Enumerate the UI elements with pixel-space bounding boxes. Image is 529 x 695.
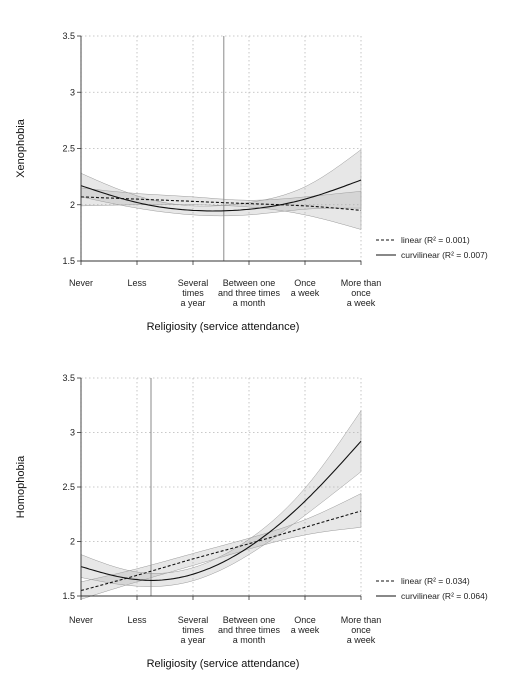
x-tick-label: Less — [127, 278, 147, 288]
x-tick-label-line: a year — [180, 635, 205, 645]
x-tick-label-line: a month — [233, 298, 266, 308]
chart-panel-2: 1.5 2 2.5 3 3.5 Never Less Several times a year Be… — [15, 373, 488, 670]
x-tick-label-line: a week — [347, 298, 376, 308]
y-tick-label: 3.5 — [62, 31, 75, 41]
x-tick-label-line: Never — [69, 615, 93, 625]
x-tick-label: Several times a year — [178, 615, 209, 645]
legend-label: curvilinear (R² = 0.007) — [401, 250, 488, 260]
y-tick-label: 2.5 — [62, 144, 75, 154]
x-tick-label: Between one and three times a month — [218, 615, 281, 645]
x-tick-label-line: Less — [127, 278, 147, 288]
x-tick-label: Once a week — [291, 278, 320, 298]
x-tick-label-line: Between one — [223, 278, 276, 288]
x-tick-label-line: Several — [178, 278, 209, 288]
legend-label: linear (R² = 0.001) — [401, 235, 470, 245]
x-tick-label-line: a month — [233, 635, 266, 645]
x-tick-label: More than once a week — [341, 615, 382, 645]
x-tick-label-line: a week — [291, 288, 320, 298]
x-tick-label-line: and three times — [218, 625, 281, 635]
x-tick-label-line: a year — [180, 298, 205, 308]
x-tick-label-line: Less — [127, 615, 147, 625]
x-tick-label: More than once a week — [341, 278, 382, 308]
confidence-band-curvilinear — [80, 149, 362, 217]
legend-label: linear (R² = 0.034) — [401, 576, 470, 586]
chart-panel-1: 1.5 2 2.5 3 3.5 Never Less Several times a year Be… — [15, 31, 488, 333]
x-axis-title: Religiosity (service attendance) — [147, 321, 300, 333]
y-tick-label: 3.5 — [62, 373, 75, 383]
x-tick-label-line: More than — [341, 615, 382, 625]
x-tick-label-line: once — [351, 625, 371, 635]
series-line-curvilinear — [80, 440, 362, 581]
series-line-linear — [80, 196, 362, 211]
y-tick-label: 3 — [70, 428, 75, 438]
series-line-curvilinear — [80, 179, 362, 212]
x-tick-label: Less — [127, 615, 147, 625]
x-tick-label-line: Once — [294, 615, 316, 625]
y-tick-label: 2.5 — [62, 482, 75, 492]
legend-label: curvilinear (R² = 0.064) — [401, 591, 488, 601]
x-tick-label: Never — [69, 278, 93, 288]
x-tick-label-line: a week — [347, 635, 376, 645]
x-tick-label: Once a week — [291, 615, 320, 635]
x-tick-label-line: Between one — [223, 615, 276, 625]
confidence-band-linear — [80, 187, 362, 230]
x-tick-label-line: Several — [178, 615, 209, 625]
x-tick-label-line: once — [351, 288, 371, 298]
x-tick-label-line: Once — [294, 278, 316, 288]
y-tick-label: 2 — [70, 200, 75, 210]
x-tick-label-line: More than — [341, 278, 382, 288]
y-axis-title: Xenophobia — [15, 118, 27, 178]
x-axis-title: Religiosity (service attendance) — [147, 658, 300, 670]
y-tick-label: 2 — [70, 537, 75, 547]
y-tick-label: 3 — [70, 87, 75, 97]
x-tick-label-line: times — [182, 288, 204, 298]
x-tick-label: Between one and three times a month — [218, 278, 281, 308]
y-tick-label: 1.5 — [62, 591, 75, 601]
x-tick-label: Never — [69, 615, 93, 625]
x-tick-label: Several times a year — [178, 278, 209, 308]
legend: linear (R² = 0.034) curvilinear (R² = 0.0… — [376, 576, 488, 601]
series-line-linear — [80, 510, 362, 592]
legend: linear (R² = 0.001) curvilinear (R² = 0.0… — [376, 235, 488, 260]
x-tick-label-line: times — [182, 625, 204, 635]
confidence-band-curvilinear — [80, 409, 362, 587]
x-tick-label-line: a week — [291, 625, 320, 635]
x-tick-label-line: and three times — [218, 288, 281, 298]
y-tick-label: 1.5 — [62, 256, 75, 266]
x-tick-label-line: Never — [69, 278, 93, 288]
y-axis-title: Homophobia — [15, 455, 27, 518]
